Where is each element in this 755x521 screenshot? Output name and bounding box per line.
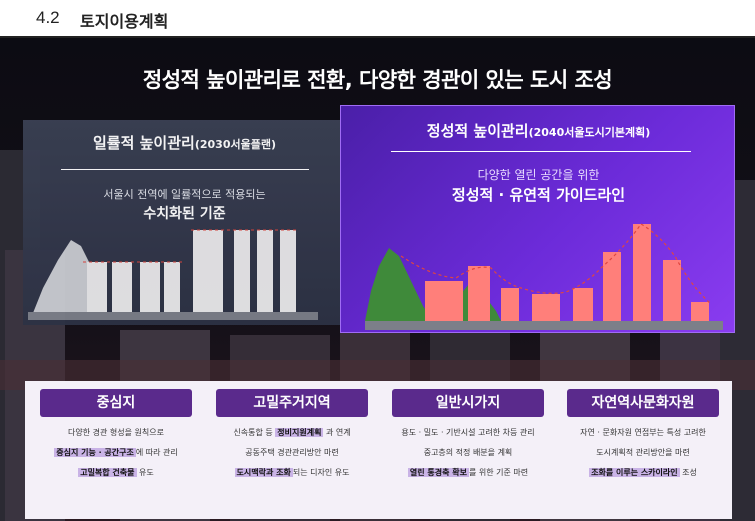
right-panel-divider: [391, 151, 691, 152]
left-bar-7: [257, 230, 273, 318]
line-highlight: 조화를 이루는 스카이라인: [589, 468, 680, 477]
left-ground: [28, 312, 318, 320]
card-line: 도시계획적 관리방안을 마련: [561, 447, 725, 459]
card-high-density-residential: 고밀주거지역 신속통합 등 정비지원계획 과 연계 공동주택 경관관리방안 마련…: [210, 389, 374, 511]
left-bar-6: [234, 230, 250, 318]
header-divider: [0, 36, 755, 38]
right-skyline-curve: [400, 223, 712, 305]
left-panel-title: 일률적 높이관리(2030서울플랜): [23, 132, 346, 153]
line-post: 과 연계: [323, 428, 351, 437]
line-pre: 자연 · 문화자원 연접부는 특성 고려한: [580, 428, 706, 437]
card-tab-title: 중심지: [40, 389, 192, 417]
card-tab-title: 자연역사문화자원: [567, 389, 719, 417]
left-panel-subtitle: 서울시 전역에 일률적으로 적용되는: [103, 188, 266, 201]
card-line: 다양한 경관 형성을 원칙으로: [34, 427, 198, 439]
right-bar-5: [573, 288, 593, 321]
card-line: 공동주택 경관관리방안 마련: [210, 447, 374, 459]
right-bar-4: [532, 294, 560, 321]
card-line: 조화를 이루는 스카이라인 조성: [561, 467, 725, 479]
right-bar-2: [468, 266, 490, 321]
right-ground: [365, 321, 723, 330]
line-highlight: 열린 통경축 확보: [407, 468, 469, 477]
line-pre: 공동주택 경관관리방안 마련: [245, 448, 339, 457]
card-line: 용도 · 밀도 · 기반시설 고려한 차등 관리: [386, 427, 550, 439]
line-post: 조성: [679, 468, 697, 477]
line-post: 되는 디자인 유도: [292, 468, 350, 477]
right-bar-1: [425, 281, 463, 321]
left-bar-3: [140, 262, 160, 318]
card-line: 중심지 기능 · 공간구조 에 따라 관리: [34, 447, 198, 459]
card-general-urban: 일반시가지 용도 · 밀도 · 기반시설 고려한 차등 관리 중고층의 적정 배…: [386, 389, 550, 511]
line-post: 를 위한 기준 마련: [468, 468, 529, 477]
card-body: 다양한 경관 형성을 원칙으로 중심지 기능 · 공간구조 에 따라 관리 고밀복…: [34, 427, 198, 487]
right-panel-title: 정성적 높이관리(2040서울도시기본계획): [341, 120, 736, 141]
card-body: 용도 · 밀도 · 기반시설 고려한 차등 관리 중고층의 적정 배분을 계획 …: [386, 427, 550, 487]
card-tab-title: 일반시가지: [392, 389, 544, 417]
flexible-skyline-illustration: [365, 223, 723, 330]
card-line: 자연 · 문화자원 연접부는 특성 고려한: [561, 427, 725, 439]
line-pre: 신속통합 등: [233, 428, 276, 437]
line-highlight: 정비지원계획: [275, 428, 324, 437]
right-bar-8: [663, 260, 681, 321]
qualitative-height-panel: 정성적 높이관리(2040서울도시기본계획) 다양한 열린 공간을 위한 정성적…: [340, 105, 735, 333]
card-body: 신속통합 등 정비지원계획 과 연계 공동주택 경관관리방안 마련 도시맥락과 …: [210, 427, 374, 487]
right-hill: [365, 248, 433, 321]
zone-guidelines-strip: 중심지 다양한 경관 형성을 원칙으로 중심지 기능 · 공간구조 에 따라 관리…: [25, 381, 732, 519]
right-panel-title-main: 정성적 높이관리: [426, 122, 529, 140]
slide-headline: 정성적 높이관리로 전환, 다양한 경관이 있는 도시 조성: [142, 68, 613, 92]
right-panel-subtitle: 다양한 열린 공간을 위한: [477, 168, 600, 182]
left-bar-4: [164, 262, 180, 318]
section-title: 토지이용계획: [80, 12, 169, 31]
line-highlight: 중심지 기능 · 공간구조: [54, 448, 136, 457]
right-bar-3: [501, 288, 519, 321]
left-panel-title-main: 일률적 높이관리: [93, 134, 195, 152]
card-line: 고밀복합 건축물 유도: [34, 467, 198, 479]
card-center: 중심지 다양한 경관 형성을 원칙으로 중심지 기능 · 공간구조 에 따라 관리…: [34, 389, 198, 511]
left-panel-key: 수치화된 기준: [143, 206, 226, 222]
line-highlight: 도시맥락과 조화: [234, 468, 293, 477]
right-bar-9: [691, 302, 709, 321]
left-bar-2: [112, 262, 132, 318]
uniform-height-panel: 일률적 높이관리(2030서울플랜) 서울시 전역에 일률적으로 적용되는 수치…: [23, 120, 346, 325]
left-panel-title-note: (2030서울플랜): [194, 138, 276, 151]
right-bar-6: [603, 252, 621, 321]
line-pre: 용도 · 밀도 · 기반시설 고려한 차등 관리: [401, 428, 535, 437]
card-line: 열린 통경축 확보 를 위한 기준 마련: [386, 467, 550, 479]
left-bar-8: [280, 230, 296, 318]
card-tab-title: 고밀주거지역: [216, 389, 368, 417]
section-header: 4.2 토지이용계획: [0, 0, 755, 38]
card-line: 중고층의 적정 배분을 계획: [386, 447, 550, 459]
line-pre: 중고층의 적정 배분을 계획: [423, 448, 513, 457]
left-bar-1: [87, 262, 107, 318]
line-pre: 도시계획적 관리방안을 마련: [596, 448, 690, 457]
uniform-skyline-illustration: [28, 229, 318, 320]
card-line: 도시맥락과 조화 되는 디자인 유도: [210, 467, 374, 479]
line-post: 유도: [136, 468, 154, 477]
left-bar-5: [193, 230, 223, 318]
card-line: 신속통합 등 정비지원계획 과 연계: [210, 427, 374, 439]
left-panel-divider: [61, 169, 309, 170]
card-body: 자연 · 문화자원 연접부는 특성 고려한 도시계획적 관리방안을 마련 조화를…: [561, 427, 725, 487]
line-post: 에 따라 관리: [135, 448, 178, 457]
section-number: 4.2: [36, 8, 60, 27]
right-panel-key: 정성적 · 유연적 가이드라인: [451, 186, 626, 204]
card-natural-historic-cultural: 자연역사문화자원 자연 · 문화자원 연접부는 특성 고려한 도시계획적 관리방…: [561, 389, 725, 511]
right-bar-7: [633, 224, 651, 321]
line-highlight: 고밀복합 건축물: [78, 468, 137, 477]
right-panel-title-note: (2040서울도시기본계획): [528, 126, 651, 139]
line-pre: 다양한 경관 형성을 원칙으로: [68, 428, 164, 437]
